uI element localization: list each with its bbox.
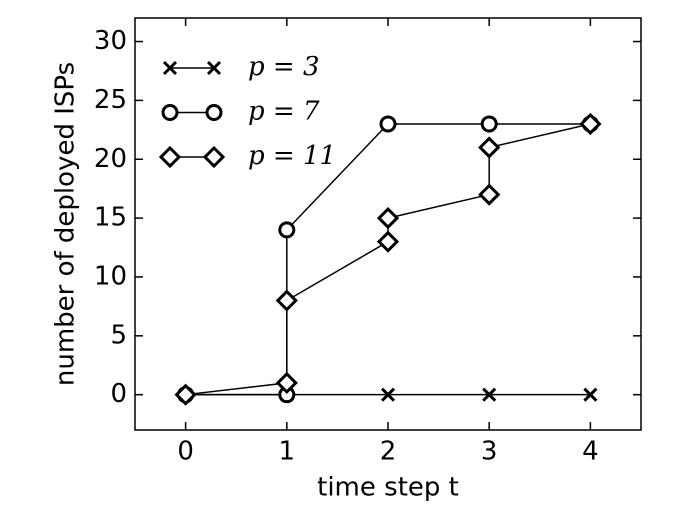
marker [162,60,178,76]
y-tick-label: 20 [94,144,127,174]
legend-label: p = 7 [248,97,320,127]
marker [482,387,497,402]
marker [478,136,501,159]
marker [376,230,400,253]
marker [278,221,296,239]
marker [579,112,602,136]
x-axis-label: time step t [317,473,459,503]
marker [275,371,298,395]
y-tick-label: 30 [94,26,127,56]
marker [376,206,400,230]
marker [202,145,226,169]
marker [206,60,222,76]
x-tick-label: 1 [279,437,296,467]
y-tick-label: 15 [94,203,127,233]
y-tick-label: 5 [110,320,127,350]
marker [174,383,197,406]
x-tick-label: 4 [582,437,599,467]
y-tick-label: 0 [110,379,127,409]
legend-label: p = 11 [248,141,336,171]
y-tick-label: 10 [94,261,127,291]
marker [379,115,397,133]
marker [380,387,396,402]
marker [583,387,598,402]
series-line [185,123,591,396]
marker [275,289,298,312]
series-line [185,123,591,396]
marker [480,115,498,133]
x-tick-label: 2 [380,437,397,467]
x-tick-label: 0 [177,437,194,467]
y-tick-label: 25 [94,85,127,115]
legend-label: p = 3 [248,52,320,82]
marker [478,183,501,206]
x-tick-label: 3 [481,437,498,467]
marker [161,104,179,121]
y-axis-label: number of deployed ISPs [51,62,81,386]
marker [158,145,182,169]
marker [205,104,223,121]
